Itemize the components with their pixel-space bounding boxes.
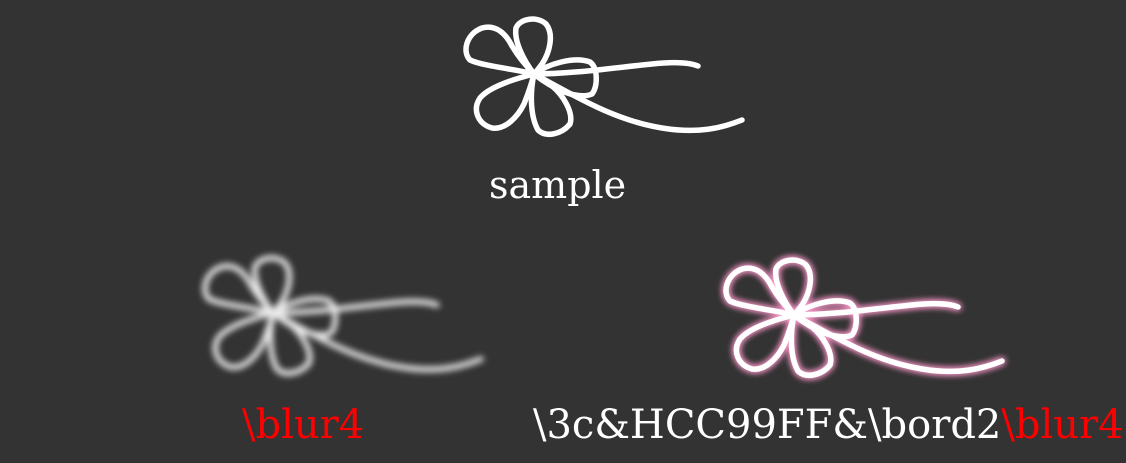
blurred-flower-icon <box>201 255 483 379</box>
sample-label: sample <box>489 163 627 207</box>
blur-label-part: \blur4 <box>1001 402 1124 448</box>
sample-flower-icon <box>462 16 744 140</box>
glow-flower-icon <box>722 257 1004 381</box>
border-blur-label: \3c&HCC99FF&\bord2\blur4 <box>533 405 1124 445</box>
blur-label: \blur4 <box>242 402 365 448</box>
border-label-part: \3c&HCC99FF&\bord2 <box>533 402 1002 448</box>
